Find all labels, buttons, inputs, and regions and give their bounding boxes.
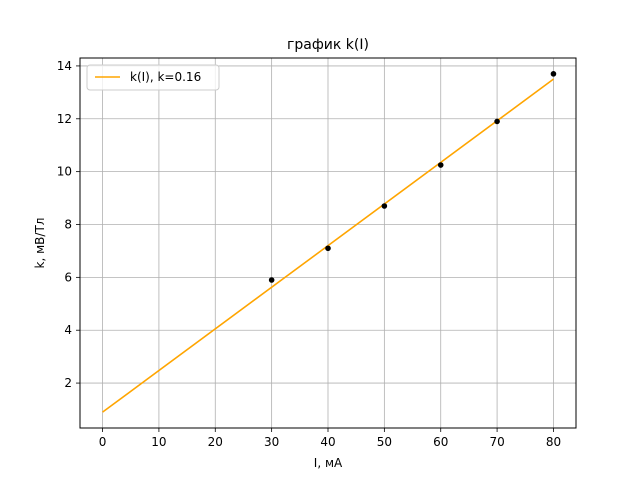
legend-box xyxy=(86,64,220,91)
x-tick-label: 20 xyxy=(208,435,223,449)
x-axis-label: I, мА xyxy=(314,456,343,470)
data-point xyxy=(325,245,331,252)
x-tick-label: 0 xyxy=(99,435,107,449)
y-tick-label: 2 xyxy=(64,376,72,390)
series-layer xyxy=(102,71,557,413)
x-tick-label: 50 xyxy=(377,435,392,449)
y-axis-label: k, мВ/Тл xyxy=(33,218,47,269)
x-tick-label: 80 xyxy=(546,435,561,449)
data-point xyxy=(381,203,388,209)
y-tick-label: 12 xyxy=(57,112,72,126)
y-tick-label: 8 xyxy=(64,218,72,232)
x-tick-label: 60 xyxy=(433,435,448,449)
x-tick-label: 40 xyxy=(320,435,335,449)
x-tick-label: 70 xyxy=(489,435,504,449)
grid xyxy=(80,58,576,428)
x-tick-label: 10 xyxy=(151,435,166,449)
data-point xyxy=(437,162,444,168)
data-point xyxy=(494,118,500,125)
y-tick-label: 10 xyxy=(57,165,72,179)
legend-label: k(I), k=0.16 xyxy=(130,70,201,84)
y-tick-label: 6 xyxy=(64,270,72,284)
legend: k(I), k=0.16 xyxy=(86,64,220,91)
y-tick-label: 14 xyxy=(57,59,72,73)
tick-layer: 0 10 20 30 40 50 60 70 80 2 4 6 8 10 12 14 xyxy=(57,59,561,449)
chart-title: график k(I) xyxy=(287,37,369,53)
data-point xyxy=(550,71,557,77)
y-tick-label: 4 xyxy=(64,323,72,337)
x-tick-label: 30 xyxy=(264,435,279,449)
data-point xyxy=(268,277,275,283)
